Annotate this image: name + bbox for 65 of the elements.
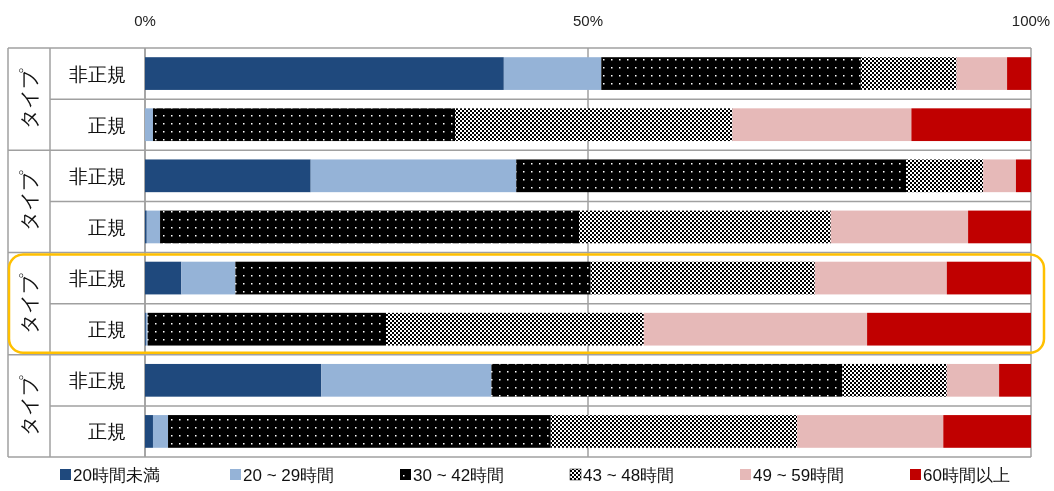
y-tick-label: 正規	[88, 114, 126, 136]
bar	[946, 363, 1000, 397]
bar	[1015, 159, 1031, 193]
bar	[830, 210, 969, 244]
y-tick-label: 非正規	[69, 63, 126, 85]
legend-label: 30 ~ 42時間	[413, 466, 505, 485]
bar	[145, 57, 504, 90]
legend-label: 60時間以上	[923, 466, 1010, 485]
bar	[385, 312, 644, 346]
bar	[321, 363, 492, 397]
bar	[911, 108, 1031, 142]
text: タイプ	[18, 374, 40, 436]
bar	[145, 363, 322, 397]
x-tick-label: 50%	[572, 12, 604, 29]
bar	[983, 159, 1016, 193]
bar	[943, 415, 1031, 448]
bar	[643, 312, 868, 346]
bar	[147, 312, 386, 346]
bar	[1007, 57, 1031, 90]
x-tick-label: 0%	[134, 12, 156, 29]
bar	[732, 108, 912, 142]
bar	[867, 312, 1031, 346]
bar	[842, 363, 947, 397]
bar	[145, 159, 311, 193]
y-tick-label: 非正規	[69, 370, 126, 392]
y-tick-label: 非正規	[69, 165, 126, 187]
legend-label: 20時間未満	[73, 466, 160, 485]
bar	[797, 415, 944, 448]
bar	[999, 363, 1031, 397]
y-tick-label: 正規	[88, 319, 126, 341]
bar	[906, 159, 984, 193]
bar	[146, 210, 161, 244]
bar	[550, 415, 798, 448]
legend-label: 43 ~ 48時間	[583, 466, 675, 485]
text: タイプ	[18, 68, 40, 130]
bar	[181, 261, 236, 295]
bar	[590, 261, 815, 295]
bar	[516, 159, 907, 193]
legend-label: 20 ~ 29時間	[243, 466, 335, 485]
y-tick-label: 非正規	[69, 268, 126, 290]
legend-label: 49 ~ 59時間	[753, 466, 845, 485]
bar	[491, 363, 843, 397]
y-tick-label: 正規	[88, 421, 126, 443]
bar	[145, 415, 153, 448]
text: タイプ	[18, 272, 40, 334]
bar	[152, 108, 456, 142]
bar	[860, 57, 957, 90]
bar	[455, 108, 733, 142]
bar	[946, 261, 1031, 295]
bar	[310, 159, 517, 193]
bar	[145, 108, 153, 142]
bar	[145, 261, 182, 295]
bar	[579, 210, 831, 244]
bar	[152, 415, 169, 448]
bar	[160, 210, 580, 244]
y-tick-label: 正規	[88, 216, 126, 238]
bar	[168, 415, 551, 448]
x-tick-label: 100%	[1011, 12, 1051, 29]
bar	[601, 57, 861, 90]
bar	[235, 261, 591, 295]
bar	[503, 57, 602, 90]
bar	[968, 210, 1031, 244]
text: タイプ	[18, 170, 40, 232]
bar	[956, 57, 1008, 90]
bar	[814, 261, 947, 295]
